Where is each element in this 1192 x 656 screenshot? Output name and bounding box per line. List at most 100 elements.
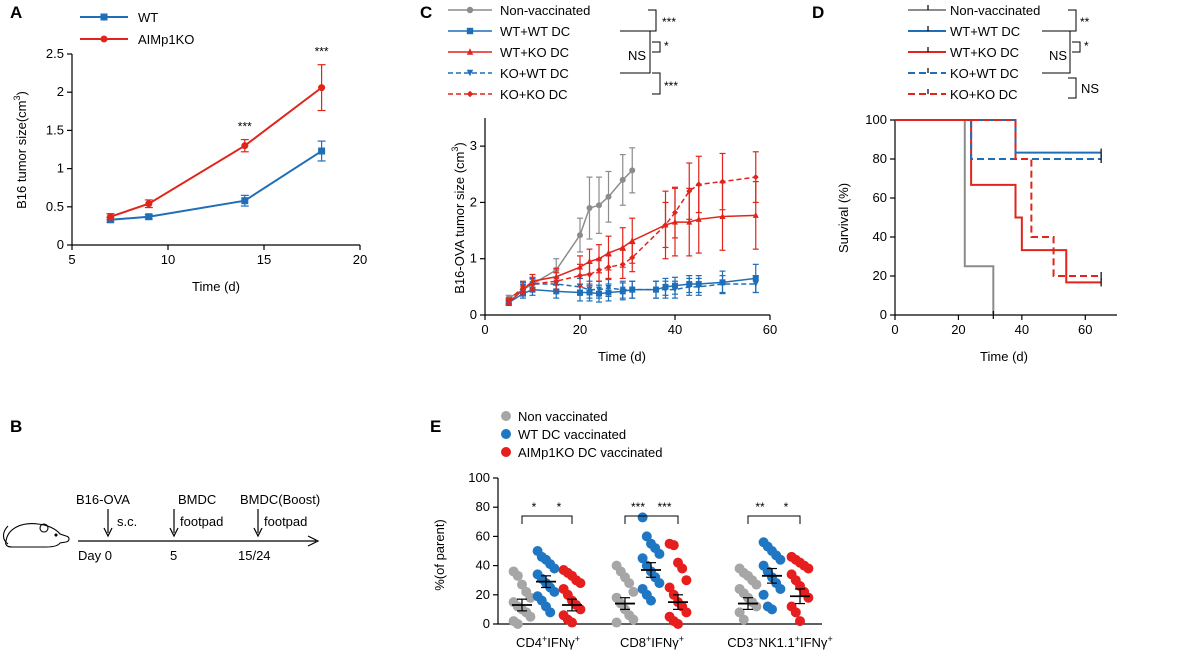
panel-e-y-tick-label: 80 <box>476 499 490 514</box>
panel-e-legend-dot <box>501 411 511 421</box>
panel-a-y-tick-label: 2 <box>57 84 64 99</box>
panel-e-sig-right: *** <box>657 500 671 514</box>
panel-c-sig-top: *** <box>662 15 676 29</box>
panel-e-dot <box>575 578 586 589</box>
panel-c-point <box>719 281 726 288</box>
panel-e-dot <box>646 595 656 606</box>
category-label-cd3nk: CD3−NK1.1+IFNγ+ <box>727 634 832 650</box>
panel-e-bracket <box>747 515 801 524</box>
panel-a-xlabel: Time (d) <box>192 279 240 294</box>
panel-d-y-tick-label: 40 <box>873 229 887 244</box>
panel-c-point <box>586 258 593 265</box>
panel-a-x-tick-label: 20 <box>353 252 367 267</box>
panel-c-sig-bottom: *** <box>664 79 678 93</box>
panel-c-point <box>596 202 602 209</box>
panel-d-bracket-top <box>1068 9 1077 32</box>
panel-a-series-line-1 <box>110 86 323 218</box>
panel-c-point <box>577 272 583 279</box>
panel-c-legend-marker <box>466 27 474 35</box>
panel-e-sig-left: *** <box>631 500 645 514</box>
panel-e-legend-label: AIMp1KO DC vaccinated <box>518 445 663 460</box>
panel-d-x-tick-label: 20 <box>951 322 965 337</box>
category-label-cd4: CD4+IFNγ+ <box>516 634 580 650</box>
panel-d-survival-curve-4 <box>895 119 1102 277</box>
panel-e-legend-label: Non vaccinated <box>518 409 608 424</box>
panel-e-y-tick-label: 100 <box>468 470 490 485</box>
legend-label: WT <box>138 10 158 25</box>
legend-label: AIMp1KO <box>138 32 194 47</box>
panel-c-point <box>586 271 593 278</box>
panel-e-dot <box>654 578 665 589</box>
panel-d-survival-curve-1 <box>895 119 1102 154</box>
panel-c-legend-label: WT+KO DC <box>500 45 569 60</box>
panel-e-sig-left: * <box>532 500 537 514</box>
panel-e-legend-label: WT DC vaccinated <box>518 427 626 442</box>
panel-d-legend-label: Non-vaccinated <box>950 3 1040 18</box>
panel-c-sig-mid: * <box>664 39 669 53</box>
arrow-ova-head <box>103 527 113 538</box>
panel-e-dot <box>641 531 652 542</box>
panel-e-sig-left: ** <box>755 500 765 514</box>
panel-d-x-tick-label: 0 <box>891 322 898 337</box>
panel-c-point <box>672 209 678 216</box>
panel-c-legend-label: Non-vaccinated <box>500 3 590 18</box>
panel-e-bracket <box>624 515 679 524</box>
panel-c-point <box>605 193 612 200</box>
panel-c-x-tick-label: 60 <box>763 322 777 337</box>
panel-e-dot <box>628 586 639 597</box>
panel-d-survival-curve-2 <box>895 119 1102 284</box>
schematic-boost-label: BMDC(Boost) <box>240 492 320 507</box>
panel-e-dot <box>767 604 777 615</box>
panel-c-y-tick-label: 1 <box>470 251 477 266</box>
panel-e-dot <box>512 570 523 581</box>
panel-c-point <box>529 281 536 288</box>
panel-d-y-tick-label: 100 <box>865 112 887 127</box>
panel-b-schematic: B16-OVA BMDC BMDC(Boost) s.c. footpad fo… <box>2 492 320 563</box>
panel-e-dot <box>738 614 749 625</box>
panel-e-dot <box>628 614 639 625</box>
schematic-footpad2-label: footpad <box>264 514 307 529</box>
panel-a-label: A <box>10 3 22 22</box>
panel-e-dot <box>668 540 679 551</box>
panel-d-y-tick-label: 20 <box>873 268 887 283</box>
panel-e-ylabel: %(of parent) <box>432 519 447 591</box>
panel-e-dot <box>681 575 692 586</box>
panel-d-legend-label: KO+WT DC <box>950 66 1019 81</box>
panel-e-chart: %(of parent) Non vaccinated WT DC vaccina… <box>432 409 833 650</box>
panel-c-y-tick-label: 2 <box>470 194 477 209</box>
panel-a-point <box>241 197 249 205</box>
panel-c-point <box>596 286 602 293</box>
panel-e-y-tick-label: 0 <box>483 616 490 631</box>
panel-a-point <box>241 142 249 150</box>
panel-a-y-tick-label: 0.5 <box>46 199 64 214</box>
panel-c-point <box>553 278 560 285</box>
panel-c-point <box>520 283 526 290</box>
panel-c-bracket-ns <box>620 30 651 74</box>
panel-c-point <box>719 178 726 185</box>
panel-c-ylabel: B16-OVA tumor size (cm3) <box>450 142 467 293</box>
schematic-bmdc-label: BMDC <box>178 492 216 507</box>
mouse-icon <box>2 523 70 548</box>
panel-a-y-tick-label: 1.5 <box>46 122 64 137</box>
panel-c-legend-marker <box>466 69 474 77</box>
panel-c-point <box>629 167 636 174</box>
panel-c-x-tick-label: 20 <box>573 322 587 337</box>
panel-d-legend-label: WT+WT DC <box>950 24 1020 39</box>
panel-c-point <box>619 176 626 183</box>
panel-d-bracket-ns1 <box>1042 30 1071 74</box>
panel-e-dot <box>758 589 769 600</box>
panel-c-point <box>577 232 583 239</box>
schematic-footpad1-label: footpad <box>180 514 223 529</box>
panel-e-legend: Non vaccinated WT DC vaccinated AIMp1KO DC… <box>501 409 663 460</box>
legend-marker <box>100 13 108 21</box>
panel-e-dot <box>673 619 683 629</box>
panel-c-point <box>605 249 612 256</box>
panel-c-label: C <box>420 3 432 22</box>
panel-e-y-tick-label: 20 <box>476 587 490 602</box>
panel-a-point <box>145 200 153 208</box>
panel-d-ylabel: Survival (%) <box>836 183 851 253</box>
panel-c-point <box>629 254 636 261</box>
panel-e-dot <box>549 586 560 597</box>
panel-d-y-tick-label: 80 <box>873 151 887 166</box>
